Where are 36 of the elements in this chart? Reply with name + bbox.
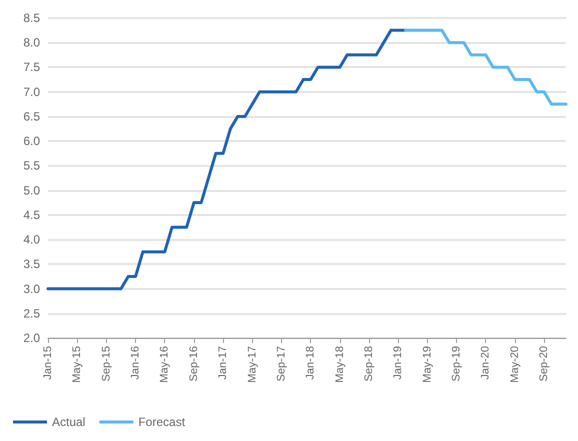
y-tick-label: 3.5 bbox=[23, 257, 40, 272]
x-tick-label: May-18 bbox=[334, 346, 346, 383]
y-tick-label: 3.0 bbox=[23, 282, 40, 296]
line-series bbox=[46, 28, 407, 290]
x-tick-label: May-16 bbox=[158, 346, 171, 383]
y-tick-label: 8.5 bbox=[23, 11, 40, 25]
y-tick-label: 2.5 bbox=[23, 306, 40, 320]
y-tick-label: 8.0 bbox=[23, 36, 40, 50]
y-tick-label: 4.5 bbox=[23, 208, 40, 222]
x-tick-label: Sep-18 bbox=[363, 346, 376, 382]
x-tick-label: Jan-20 bbox=[480, 346, 492, 380]
x-tick-label: Jan-18 bbox=[304, 346, 317, 380]
x-tick-label: Jan-16 bbox=[130, 346, 142, 380]
y-tick-label: 4.0 bbox=[23, 232, 40, 247]
x-tick-label: Sep-16 bbox=[188, 346, 200, 382]
x-tick-label: Jan-15 bbox=[42, 346, 54, 380]
x-tick-label: Jan-17 bbox=[217, 346, 230, 380]
x-tick-label: May-15 bbox=[71, 346, 84, 383]
y-tick-label: 7.0 bbox=[23, 84, 40, 99]
x-tick-label: Sep-15 bbox=[100, 346, 112, 382]
x-tick-label: Sep-17 bbox=[275, 346, 288, 382]
x-tick-label: Sep-19 bbox=[450, 346, 463, 382]
x-tick-label: Jan-19 bbox=[392, 346, 404, 380]
y-tick-label: 5.5 bbox=[23, 158, 40, 173]
legend-label: Forecast bbox=[138, 415, 186, 429]
y-tick-label: 5.0 bbox=[23, 183, 40, 198]
x-tick-label: May-17 bbox=[246, 346, 258, 383]
x-tick-label: Sep-20 bbox=[538, 346, 550, 382]
legend-label: Actual bbox=[52, 415, 86, 429]
x-tick-label: May-19 bbox=[421, 346, 434, 383]
y-tick-label: 7.5 bbox=[23, 60, 40, 74]
y-tick-label: 6.0 bbox=[23, 134, 40, 148]
line-series bbox=[404, 28, 568, 106]
y-tick-label: 2.0 bbox=[23, 331, 40, 345]
x-tick-label: May-20 bbox=[508, 346, 521, 383]
y-tick-label: 6.5 bbox=[23, 109, 40, 124]
